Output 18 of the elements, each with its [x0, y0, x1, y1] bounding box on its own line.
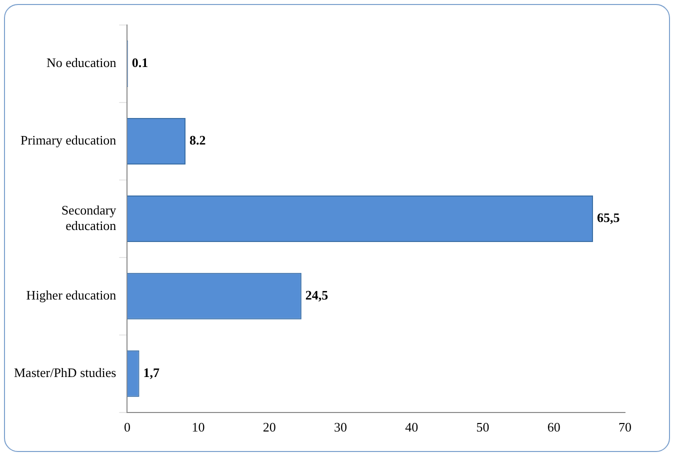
- y-tick-label: Master/PhD studies: [14, 365, 116, 380]
- data-label: 8.2: [190, 132, 206, 148]
- x-tick-label: 20: [262, 420, 276, 435]
- x-tick-label: 60: [547, 420, 560, 435]
- data-label: 0.1: [132, 55, 148, 70]
- y-tick-label: Secondary education: [61, 202, 117, 233]
- x-tick-label: 10: [192, 420, 205, 435]
- data-label: 1,7: [143, 365, 160, 380]
- data-label: 65,5: [597, 210, 620, 226]
- x-tick-label: 50: [476, 420, 490, 435]
- y-tick-label: Higher education: [26, 288, 117, 303]
- y-tick-label: No education: [46, 55, 117, 70]
- x-tick-label: 0: [124, 420, 130, 435]
- x-tick-label: 70: [618, 420, 632, 435]
- y-tick-label: Primary education: [20, 132, 117, 148]
- x-tick-label: 30: [334, 420, 348, 435]
- data-label: 24,5: [305, 288, 329, 303]
- x-tick-label: 40: [405, 420, 418, 435]
